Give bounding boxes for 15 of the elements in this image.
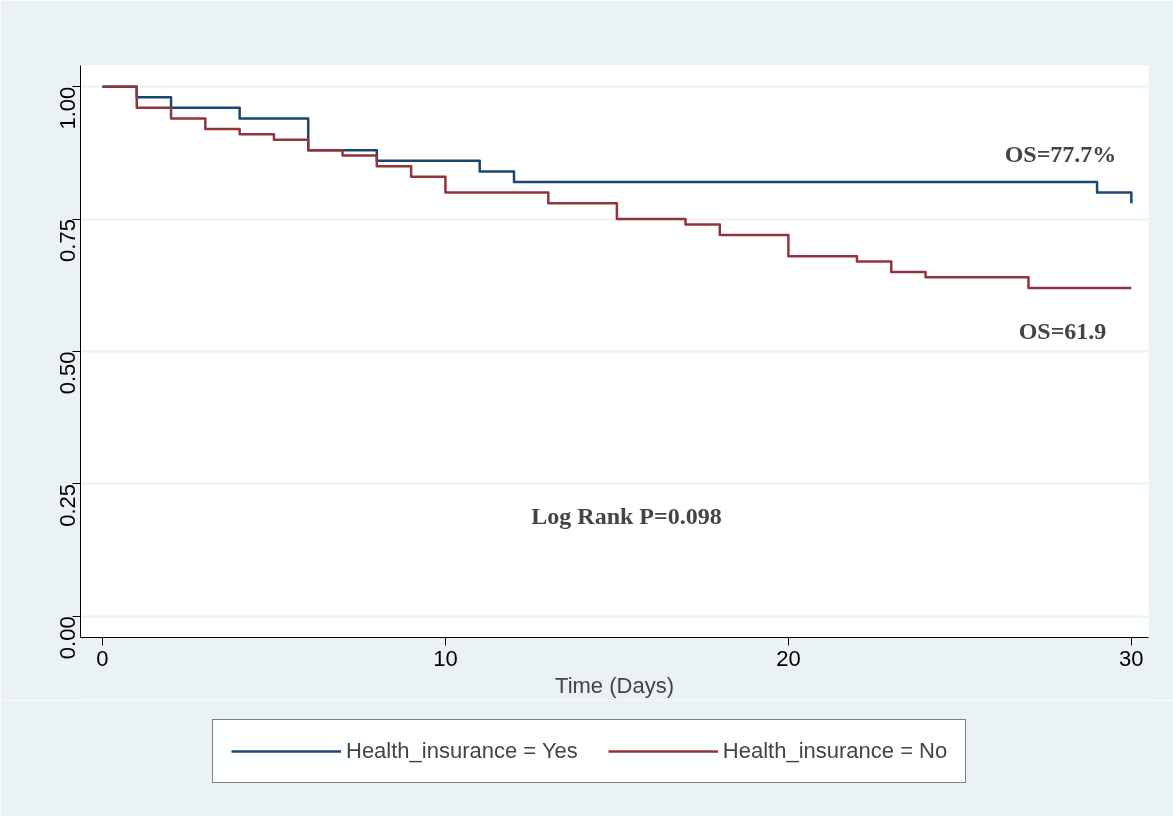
legend-label: Health_insurance = No bbox=[722, 738, 948, 764]
y-tick-label: 0.00 bbox=[55, 616, 80, 660]
legend-label: Health_insurance = Yes bbox=[346, 738, 578, 764]
annotation: OS=61.9 bbox=[1018, 317, 1107, 344]
x-tick-label: 0 bbox=[96, 645, 109, 671]
x-axis-title: Time (Days) bbox=[555, 672, 674, 698]
y-tick-label: 0.25 bbox=[55, 483, 80, 527]
x-tick-label: 20 bbox=[776, 645, 801, 671]
annotation: OS=77.7% bbox=[1004, 140, 1117, 167]
y-tick-label: 1.00 bbox=[55, 86, 80, 130]
x-tick-label: 10 bbox=[433, 645, 458, 671]
y-tick-label: 0.50 bbox=[55, 351, 80, 395]
x-tick-label: 30 bbox=[1119, 645, 1144, 671]
y-tick-label: 0.75 bbox=[55, 219, 80, 262]
annotation: Log Rank P=0.098 bbox=[531, 502, 722, 529]
